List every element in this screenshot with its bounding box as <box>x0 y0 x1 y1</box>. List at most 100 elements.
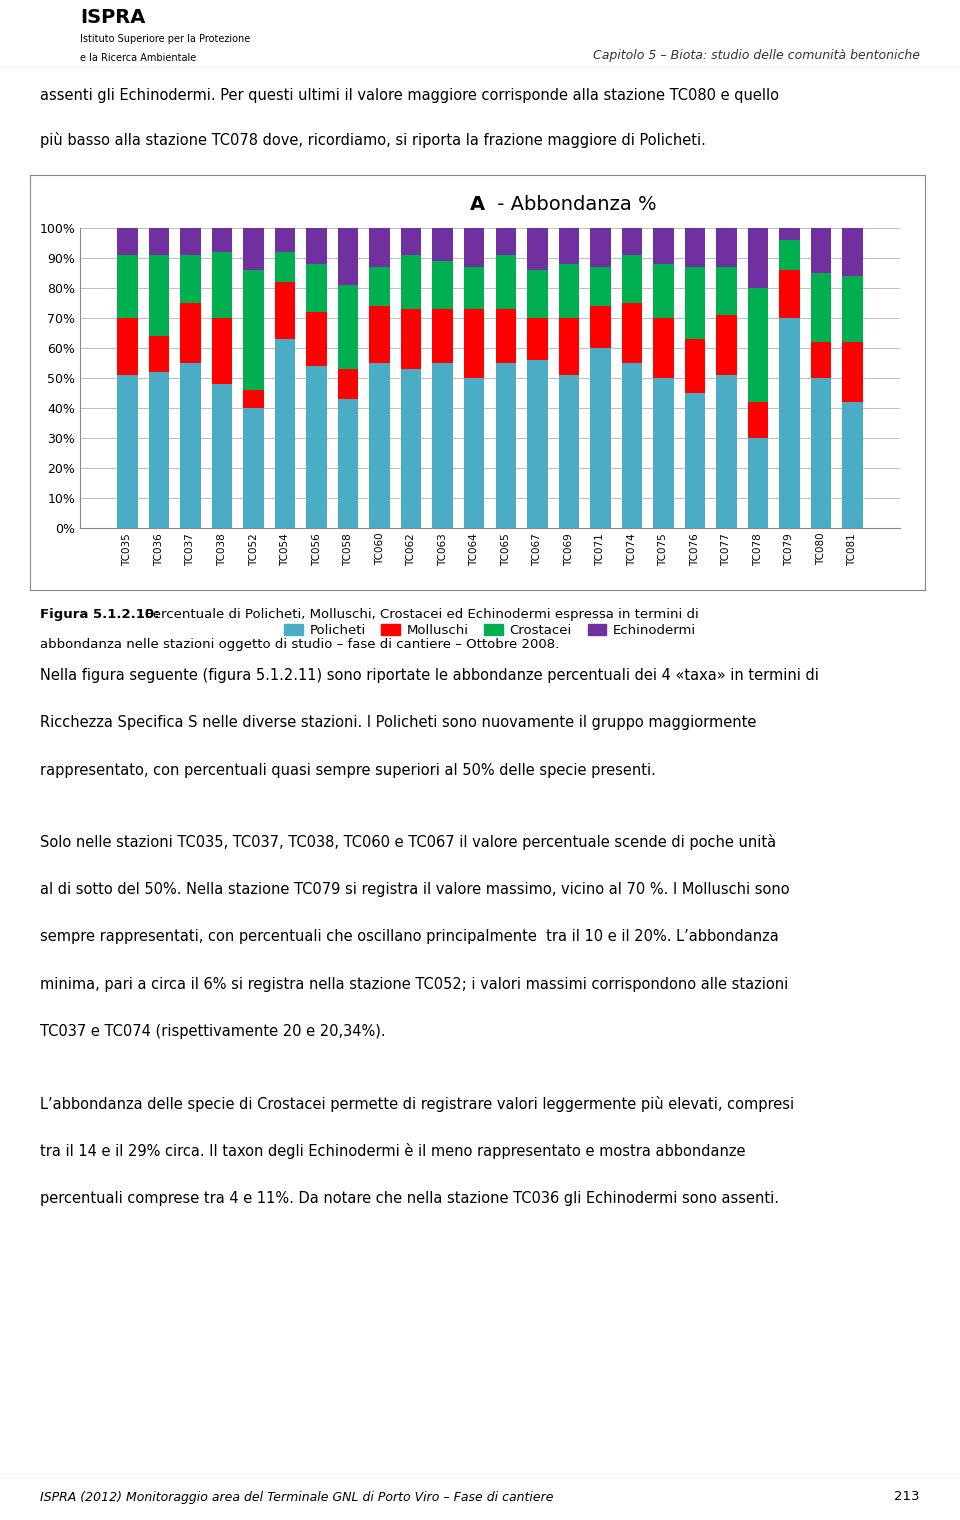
Text: minima, pari a circa il 6% si registra nella stazione TC052; i valori massimi co: minima, pari a circa il 6% si registra n… <box>40 977 788 991</box>
Bar <box>464 309 485 378</box>
Bar <box>780 228 800 240</box>
Bar <box>212 385 232 527</box>
Bar <box>432 363 453 527</box>
Text: Capitolo 5 – Biota: studio delle comunità bentoniche: Capitolo 5 – Biota: studio delle comunit… <box>593 49 920 61</box>
Bar <box>559 375 579 527</box>
Bar <box>810 378 831 527</box>
Bar <box>780 271 800 318</box>
Bar <box>243 271 264 391</box>
Bar <box>527 360 547 527</box>
Bar <box>464 268 485 309</box>
Text: Percentuale di Policheti, Molluschi, Crostacei ed Echinodermi espressa in termin: Percentuale di Policheti, Molluschi, Cro… <box>141 608 699 622</box>
Bar <box>653 378 674 527</box>
Bar <box>842 401 863 527</box>
Bar <box>180 255 201 302</box>
Bar <box>370 268 390 306</box>
Bar <box>748 287 768 401</box>
Text: Solo nelle stazioni TC035, TC037, TC038, TC060 e TC067 il valore percentuale sce: Solo nelle stazioni TC035, TC037, TC038,… <box>40 834 776 850</box>
Bar <box>338 400 358 527</box>
Bar <box>212 318 232 385</box>
Bar <box>306 264 327 312</box>
Bar <box>306 366 327 527</box>
Text: tra il 14 e il 29% circa. Il taxon degli Echinodermi è il meno rappresentato e m: tra il 14 e il 29% circa. Il taxon degli… <box>40 1143 746 1160</box>
Bar <box>149 372 169 527</box>
Text: 213: 213 <box>895 1491 920 1503</box>
Bar <box>401 369 421 527</box>
Bar <box>306 312 327 366</box>
Bar <box>338 228 358 284</box>
Bar <box>117 318 138 375</box>
Bar <box>590 268 611 306</box>
Text: assenti gli Echinodermi. Per questi ultimi il valore maggiore corrisponde alla s: assenti gli Echinodermi. Per questi ulti… <box>40 88 779 103</box>
Text: ISPRA (2012) Monitoraggio area del Terminale GNL di Porto Viro – Fase di cantier: ISPRA (2012) Monitoraggio area del Termi… <box>40 1491 554 1503</box>
Bar <box>716 268 736 315</box>
Text: più basso alla stazione TC078 dove, ricordiamo, si riporta la frazione maggiore : più basso alla stazione TC078 dove, rico… <box>40 132 706 147</box>
Bar <box>716 375 736 527</box>
Bar <box>590 228 611 268</box>
Text: sempre rappresentati, con percentuali che oscillano principalmente  tra il 10 e : sempre rappresentati, con percentuali ch… <box>40 929 779 944</box>
Bar <box>275 283 296 339</box>
Bar <box>653 228 674 264</box>
Bar <box>180 363 201 527</box>
Bar <box>621 302 642 363</box>
Bar <box>780 318 800 527</box>
Bar <box>810 342 831 378</box>
Bar <box>275 252 296 283</box>
Bar <box>275 339 296 527</box>
Bar <box>684 268 706 339</box>
Bar <box>401 228 421 255</box>
Bar <box>621 228 642 255</box>
Bar <box>716 228 736 268</box>
Text: Nella figura seguente (figura 5.1.2.11) sono riportate le abbondanze percentuali: Nella figura seguente (figura 5.1.2.11) … <box>40 667 819 682</box>
Bar <box>527 318 547 360</box>
Bar <box>590 306 611 348</box>
Bar <box>842 228 863 277</box>
Text: Figura 5.1.2.10:: Figura 5.1.2.10: <box>40 608 159 622</box>
Bar <box>495 309 516 363</box>
Bar <box>212 252 232 318</box>
Text: A: A <box>470 195 485 213</box>
Bar <box>212 228 232 252</box>
Bar <box>495 363 516 527</box>
Text: e la Ricerca Ambientale: e la Ricerca Ambientale <box>80 53 196 62</box>
Bar <box>243 391 264 407</box>
Bar <box>338 369 358 400</box>
Bar <box>748 401 768 438</box>
Text: percentuali comprese tra 4 e 11%. Da notare che nella stazione TC036 gli Echinod: percentuali comprese tra 4 e 11%. Da not… <box>40 1190 779 1205</box>
Bar <box>370 306 390 363</box>
Text: rappresentato, con percentuali quasi sempre superiori al 50% delle specie presen: rappresentato, con percentuali quasi sem… <box>40 763 656 778</box>
Bar <box>810 228 831 274</box>
Bar <box>527 271 547 318</box>
Bar <box>810 274 831 342</box>
Bar <box>180 228 201 255</box>
Text: Istituto Superiore per la Protezione: Istituto Superiore per la Protezione <box>80 33 251 44</box>
Bar <box>621 255 642 302</box>
Bar <box>780 240 800 271</box>
Bar <box>401 255 421 309</box>
Bar <box>432 228 453 261</box>
Bar <box>117 375 138 527</box>
Text: Ricchezza Specifica S nelle diverse stazioni. I Policheti sono nuovamente il gru: Ricchezza Specifica S nelle diverse staz… <box>40 716 756 731</box>
Bar <box>684 394 706 527</box>
Bar <box>716 315 736 375</box>
Bar <box>370 228 390 268</box>
Bar <box>243 407 264 527</box>
Text: abbondanza nelle stazioni oggetto di studio – fase di cantiere – Ottobre 2008.: abbondanza nelle stazioni oggetto di stu… <box>40 638 560 651</box>
Bar <box>527 228 547 271</box>
Bar <box>621 363 642 527</box>
Text: al di sotto del 50%. Nella stazione TC079 si registra il valore massimo, vicino : al di sotto del 50%. Nella stazione TC07… <box>40 882 790 897</box>
Bar <box>306 228 327 264</box>
Bar <box>559 228 579 264</box>
Bar <box>495 255 516 309</box>
Bar <box>464 228 485 268</box>
Bar <box>370 363 390 527</box>
Bar <box>275 228 296 252</box>
Bar <box>590 348 611 527</box>
Bar <box>117 255 138 318</box>
Bar <box>684 228 706 268</box>
Bar <box>748 228 768 287</box>
Legend: Policheti, Molluschi, Crostacei, Echinodermi: Policheti, Molluschi, Crostacei, Echinod… <box>279 619 701 641</box>
Bar <box>495 228 516 255</box>
Bar <box>653 318 674 378</box>
Bar <box>117 228 138 255</box>
